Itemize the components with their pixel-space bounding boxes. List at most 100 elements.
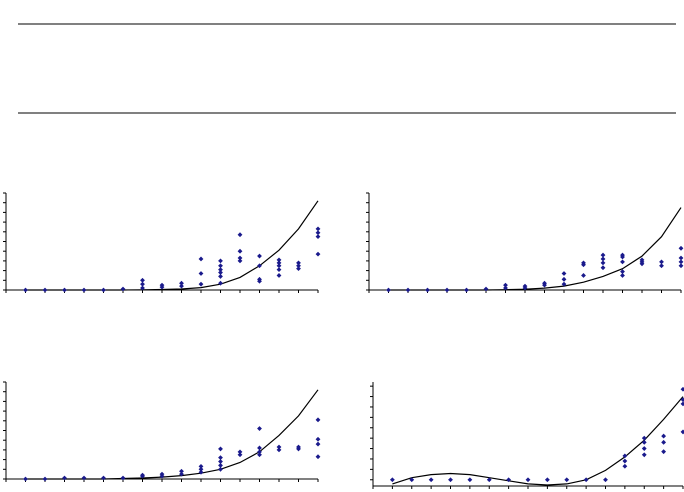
data-point <box>600 252 606 258</box>
data-point <box>198 281 204 287</box>
data-point <box>659 263 664 269</box>
data-point <box>315 454 321 460</box>
data-point <box>218 466 223 472</box>
data-point <box>179 280 184 286</box>
data-point <box>622 453 628 459</box>
data-point <box>639 257 645 263</box>
data-point <box>140 285 145 291</box>
data-point <box>641 446 647 451</box>
data-point <box>198 256 204 262</box>
data-point <box>218 274 223 279</box>
data-point <box>425 287 430 293</box>
data-point <box>159 471 165 477</box>
data-point <box>315 417 321 423</box>
data-point <box>218 455 223 461</box>
data-point <box>237 449 243 455</box>
data-point <box>101 475 106 481</box>
data-point <box>659 259 664 265</box>
data-point <box>218 446 223 452</box>
trend-line <box>25 200 319 291</box>
data-point <box>503 282 508 288</box>
data-point <box>561 271 567 276</box>
data-point <box>257 263 262 269</box>
data-point <box>23 287 28 293</box>
data-point <box>276 273 282 278</box>
data-point <box>641 439 647 445</box>
data-point <box>464 287 469 293</box>
data-point <box>237 248 243 254</box>
data-point <box>428 477 434 483</box>
data-point <box>198 463 204 469</box>
data-point <box>62 475 67 481</box>
data-point <box>179 283 184 289</box>
data-point <box>257 449 262 455</box>
data-point <box>522 283 528 289</box>
trend-line <box>392 396 684 486</box>
data-point <box>179 471 184 477</box>
data-point <box>564 477 570 483</box>
data-point <box>315 251 321 257</box>
data-point <box>140 281 145 287</box>
data-point <box>296 444 301 450</box>
data-point <box>218 280 223 286</box>
data-point <box>315 436 321 442</box>
data-point <box>544 477 550 483</box>
data-point <box>678 263 684 269</box>
data-point <box>237 258 243 264</box>
data-point <box>276 260 282 266</box>
data-point <box>198 271 204 276</box>
data-point <box>600 265 606 271</box>
data-point <box>81 287 87 293</box>
data-point <box>276 267 282 273</box>
data-point <box>506 477 512 483</box>
trend-line <box>25 389 319 480</box>
data-point <box>483 286 489 292</box>
data-point <box>237 232 243 238</box>
data-point <box>276 447 282 453</box>
data-point <box>237 452 243 458</box>
data-point <box>386 287 391 293</box>
data-point <box>296 263 301 269</box>
data-point <box>315 441 321 447</box>
data-point <box>467 477 473 483</box>
data-point <box>120 475 126 481</box>
data-point <box>198 466 204 472</box>
data-point <box>600 260 606 266</box>
data-point <box>620 273 625 278</box>
data-point <box>296 260 301 266</box>
data-point <box>620 259 625 265</box>
data-point <box>486 477 492 483</box>
data-point <box>101 287 106 293</box>
data-point <box>218 463 223 468</box>
data-point <box>603 477 608 483</box>
data-point <box>525 477 531 483</box>
data-point <box>276 263 282 269</box>
data-point <box>542 280 547 286</box>
data-point <box>140 277 145 283</box>
data-point <box>218 263 223 269</box>
data-point <box>81 475 87 481</box>
data-point <box>62 287 67 293</box>
data-point <box>237 255 243 261</box>
data-point <box>620 252 625 258</box>
data-point <box>218 270 223 275</box>
data-point <box>159 282 165 288</box>
data-point <box>276 257 282 263</box>
data-point <box>680 386 684 392</box>
data-point <box>678 245 684 251</box>
data-point <box>179 468 184 474</box>
data-point <box>620 269 625 274</box>
data-point <box>581 273 586 278</box>
trend-line <box>388 207 682 291</box>
data-point <box>661 449 667 455</box>
data-point <box>680 429 684 435</box>
data-point <box>315 234 321 240</box>
data-point <box>581 260 586 266</box>
data-point <box>622 463 628 469</box>
data-point <box>218 267 223 273</box>
data-point <box>257 452 262 458</box>
data-point <box>678 255 684 261</box>
data-point <box>257 276 262 282</box>
data-point <box>276 444 282 450</box>
